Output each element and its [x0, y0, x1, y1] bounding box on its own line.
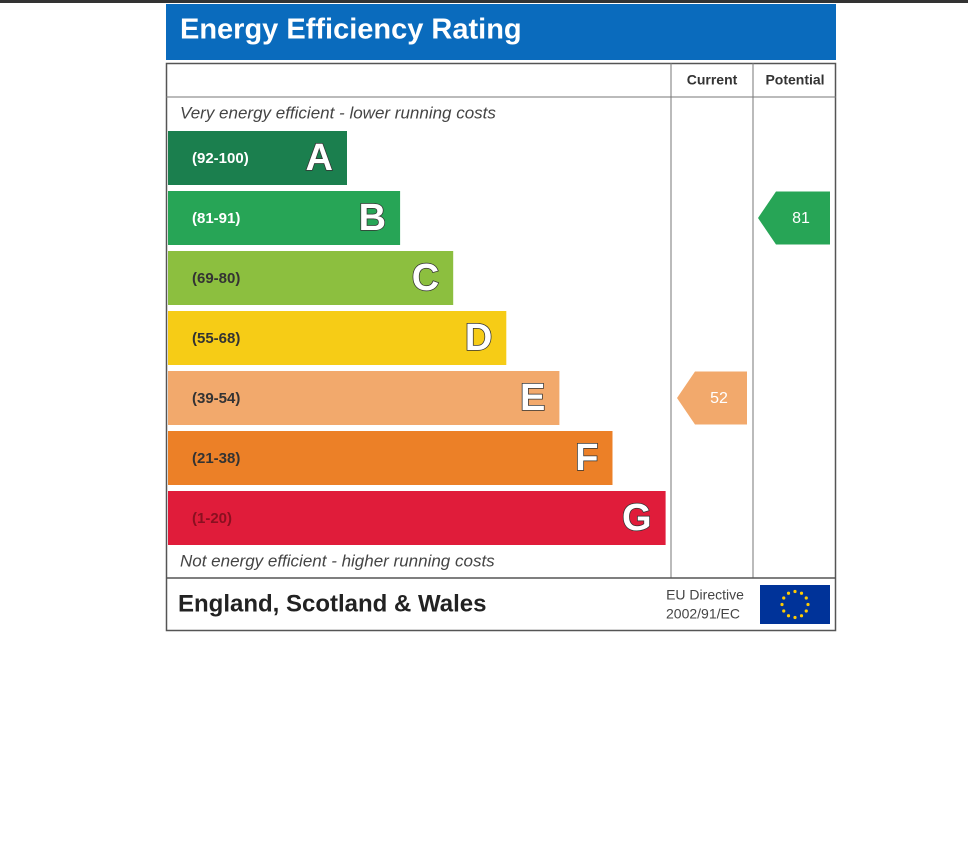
band — [168, 371, 560, 425]
star — [786, 614, 791, 618]
band-range: (92-100) — [192, 150, 249, 167]
band-letter: G — [622, 497, 652, 539]
band — [168, 431, 613, 485]
band-range: (81-91) — [192, 210, 240, 227]
band-letter: F — [575, 437, 598, 479]
band-letter: D — [465, 317, 492, 359]
top-border — [0, 0, 968, 3]
star — [799, 614, 804, 618]
rating-arrow — [677, 371, 747, 425]
top-note: Very energy efficient - lower running co… — [180, 103, 496, 122]
band-letter: A — [306, 137, 333, 179]
directive: EU Directive — [666, 587, 744, 603]
star — [806, 602, 810, 607]
band — [168, 191, 401, 245]
band-letter: E — [520, 377, 545, 419]
band — [168, 251, 454, 305]
star — [793, 615, 797, 620]
star — [782, 596, 786, 600]
column-header: Current — [687, 72, 738, 88]
band-range: (21-38) — [192, 450, 240, 467]
band — [168, 311, 507, 365]
band — [168, 491, 666, 545]
directive-code: 2002/91/EC — [666, 606, 740, 622]
star — [782, 609, 786, 613]
star — [799, 591, 804, 595]
rating-arrow — [758, 191, 830, 245]
rating-value: 52 — [710, 390, 728, 407]
band-range: (39-54) — [192, 390, 240, 407]
band-range: (69-80) — [192, 270, 240, 287]
band-letter: B — [359, 197, 386, 239]
region: England, Scotland & Wales — [178, 590, 486, 617]
flag-stars — [780, 589, 810, 620]
star — [793, 589, 797, 594]
rating-value: 81 — [792, 210, 810, 227]
band-letter: C — [412, 257, 439, 299]
eu-flag — [760, 585, 830, 624]
star — [804, 596, 808, 600]
star — [804, 609, 808, 613]
band-range: (1-20) — [192, 510, 232, 527]
bottom-note: Not energy efficient - higher running co… — [180, 551, 495, 570]
column-header: Potential — [765, 72, 824, 88]
star — [786, 591, 791, 595]
band-range: (55-68) — [192, 330, 240, 347]
title: Energy Efficiency Rating — [180, 14, 522, 46]
frame — [165, 62, 837, 632]
title-bar — [166, 4, 836, 60]
band — [168, 131, 347, 185]
star — [780, 602, 784, 607]
